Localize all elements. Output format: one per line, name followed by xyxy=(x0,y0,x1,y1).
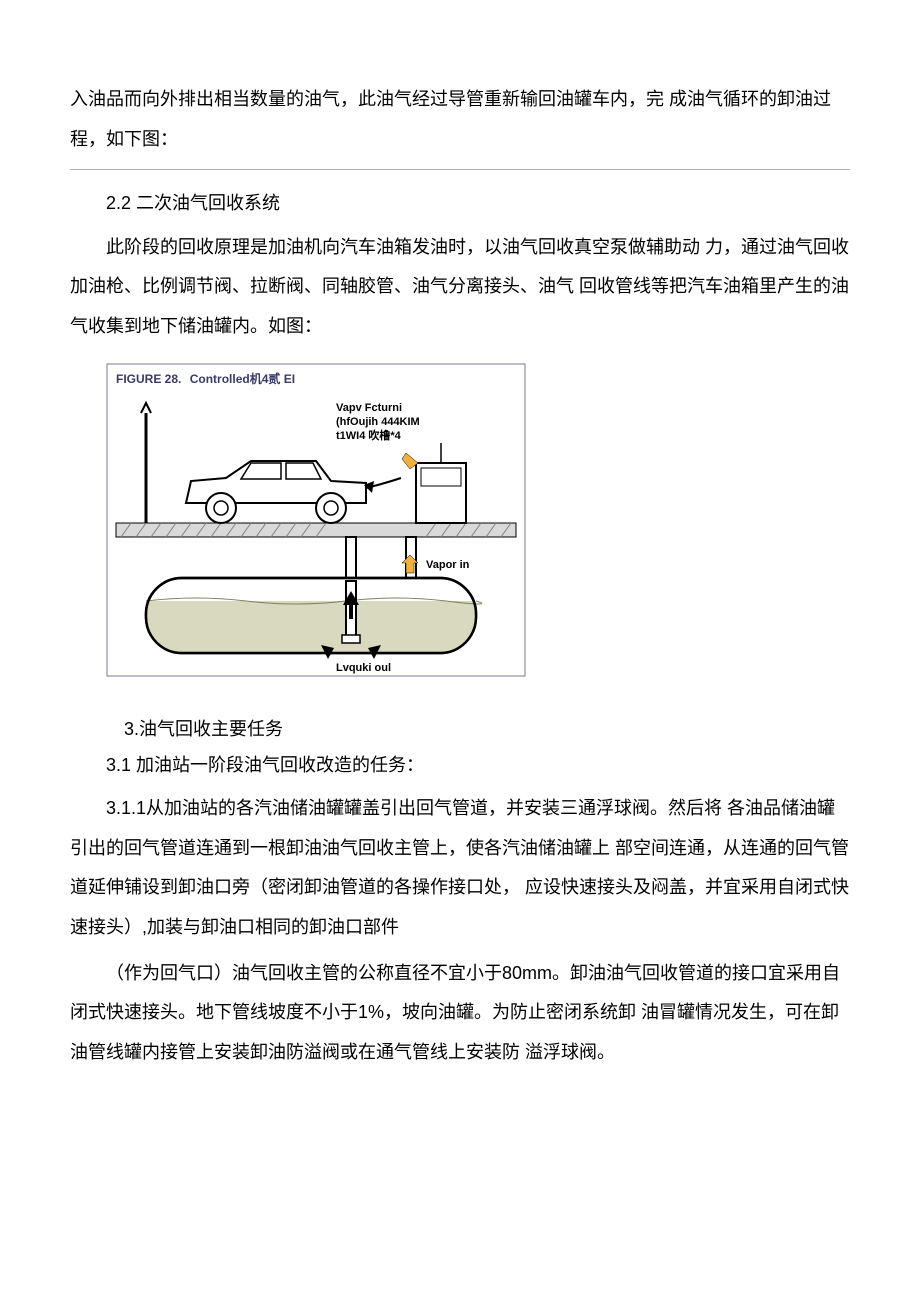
section-3-1-title: 3.1 加油站一阶段油气回收改造的任务： xyxy=(70,746,850,786)
svg-text:Vapor in: Vapor in xyxy=(426,559,470,571)
figure-28: FIGURE 28. Controlled机4贰 EI Vapv Fcturni… xyxy=(106,363,526,708)
fig-vapv1: Vapv Fcturni xyxy=(336,402,402,414)
section-3-title: 3.油气回收主要任务 xyxy=(70,713,850,745)
fig-lvquki: Lvquki oul xyxy=(336,662,391,674)
fig-vapor-in: Vapor in xyxy=(426,559,470,571)
svg-text:Vapv Fcturni: Vapv Fcturni xyxy=(336,402,402,414)
para-3-1-1: 3.1.1从加油站的各汽油储油罐罐盖引出回气管道，并安装三通浮球阀。然后将 各油… xyxy=(70,789,850,947)
section-2-2-title: 2.2 二次油气回收系统 xyxy=(70,184,850,224)
tank-icon xyxy=(146,578,482,653)
section-2-2-body: 此阶段的回收原理是加油机向汽车油箱发油时，以油气回收真空泵做辅助动 力，通过油气… xyxy=(70,228,850,347)
fig-title: FIGURE 28. xyxy=(116,372,181,386)
svg-text:FIGURE 28. Controlled机4贰: FIGURE 28. Controlled机4贰 EI xyxy=(116,371,295,386)
para-return-port: （作为回气口）油气回收主管的公称直径不宜小于80mm。卸油油气回收管道的接口宜采… xyxy=(70,954,850,1073)
svg-text:t1WI4 吹橹*4: t1WI4 吹橹*4 xyxy=(336,428,402,442)
fig-vapv3: t1WI4 吹橹*4 xyxy=(336,428,402,442)
intro-paragraph: 入油品而向外排出相当数量的油气，此油气经过导管重新输回油罐车内，完 成油气循环的… xyxy=(70,80,850,159)
svg-text:(hfOujih 444KIM: (hfOujih 444KIM xyxy=(336,416,420,428)
figure-28-svg: FIGURE 28. Controlled机4贰 EI Vapv Fcturni… xyxy=(106,363,526,693)
svg-text:Lvquki oul: Lvquki oul xyxy=(336,662,391,674)
divider xyxy=(70,169,850,170)
fig-subtitle: Controlled机4贰 EI xyxy=(190,371,295,386)
fig-vapv2: (hfOujih 444KIM xyxy=(336,416,420,428)
